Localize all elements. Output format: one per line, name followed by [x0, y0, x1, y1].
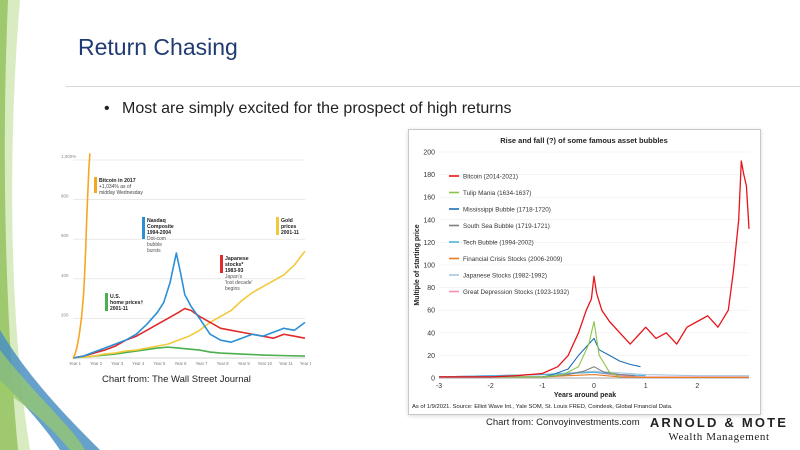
chart1-ytick-label: 400: [61, 273, 69, 278]
chart2-ytick-label: 160: [423, 195, 435, 202]
title-divider: [66, 86, 800, 87]
chart2-ytick-label: 80: [427, 285, 435, 292]
chart1-xtick-label: Year 2: [90, 361, 103, 366]
chart2-ytick-label: 180: [423, 172, 435, 179]
chart2-ytick-label: 140: [423, 217, 435, 224]
chart2-xtick-label: 0: [592, 383, 596, 390]
chart2-ytick-label: 120: [423, 240, 435, 247]
annotation-text-bitcoin-in-2017: midday Wednesday: [99, 190, 143, 196]
chart1-xtick-label: Year 9: [238, 361, 251, 366]
chart1-ytick-label: 800: [61, 194, 69, 199]
chart2-x-axis-label: Years around peak: [554, 392, 616, 399]
annotation-title-gold-prices: Gold: [281, 218, 293, 224]
chart1-xtick-label: Year 5: [153, 361, 166, 366]
annotation-title-u-s-home-prices-2: home prices†: [110, 300, 144, 306]
series-line-nasdaq-composite: [72, 252, 306, 359]
annotation-title-u-s-home-prices: U.S.: [110, 294, 121, 300]
logo-subtitle: Wealth Management: [668, 431, 770, 443]
legend-label-japanese-stocks-1982-1992: Japanese Stocks (1982-1992): [463, 273, 547, 280]
chart1-ytick-label: 200: [61, 312, 69, 317]
legend-label-financial-crisis-stocks-2006-2009: Financial Crisis Stocks (2006-2009): [463, 256, 562, 263]
annotation-marker-bitcoin-in-2017: [94, 177, 97, 193]
chart1-ytick-label: 600: [61, 233, 69, 238]
legend-label-tulip-mania-1634-1637: Tulip Mania (1634-1637): [463, 190, 531, 197]
series-line-mississippi-bubble-1718-1720: [439, 337, 641, 378]
chart1-xtick-label: Year 6: [174, 361, 187, 366]
chart2-xtick-label: -3: [436, 383, 442, 390]
annotation-text-japanese-stocks: 'lost decade': [225, 280, 253, 286]
legend-label-bitcoin-2014-2021: Bitcoin (2014-2021): [463, 174, 518, 181]
chart2-ytick-label: 40: [427, 330, 435, 337]
chart2-ytick-label: 200: [423, 150, 435, 157]
annotation-text-u-s-home-prices: 2001-11: [110, 306, 128, 312]
chart2-xtick-label: -1: [539, 383, 545, 390]
annotation-title-nasdaq-composite: Nasdaq: [147, 218, 166, 224]
annotation-title-gold-prices-2: prices: [281, 224, 296, 230]
series-line-tulip-mania-1634-1637: [439, 320, 621, 378]
annotation-marker-gold-prices: [276, 217, 279, 235]
series-line-japanese-stocks: [72, 307, 306, 359]
chart1-xtick-label: Year 12: [300, 361, 311, 366]
legend-label-south-sea-bubble-1719-1721: South Sea Bubble (1719-1721): [463, 223, 550, 230]
bullet-point: • Most are simply excited for the prospec…: [104, 100, 512, 118]
chart2-ytick-label: 20: [427, 353, 435, 360]
logo-name: ARNOLD & MOTE: [649, 415, 789, 430]
chart1-xtick-label: Year 11: [279, 361, 294, 366]
chart1-xtick-label: Year 10: [258, 361, 273, 366]
caption-left: Chart from: The Wall Street Journal: [102, 374, 251, 385]
annotation-title-japanese-stocks-2: stocks*: [225, 262, 244, 268]
series-line-u-s-home-prices: [72, 346, 306, 359]
chart1-xtick-label: Year 8: [217, 361, 230, 366]
annotation-text-nasdaq-composite: 1994-2004: [147, 230, 171, 236]
annotation-text-gold-prices: 2001-11: [281, 230, 299, 236]
annotation-text-japanese-stocks: begins: [225, 286, 240, 292]
series-line-bitcoin-in-2017: [72, 153, 91, 359]
chart1-ytick-label: 1,000%: [61, 154, 76, 159]
chart1-xtick-label: Year 7: [196, 361, 209, 366]
annotation-title-bitcoin-in-2017: Bitcoin in 2017: [99, 178, 136, 184]
bullet-text: Most are simply excited for the prospect…: [122, 100, 512, 117]
annotation-marker-u-s-home-prices: [105, 293, 108, 311]
asset-bubbles-chart: Rise and fall (?) of some famous asset b…: [412, 136, 750, 410]
chart2-xtick-label: -2: [488, 383, 494, 390]
chart2-ytick-label: 100: [423, 263, 435, 270]
legend-label-mississippi-bubble-1718-1720: Mississippi Bubble (1718-1720): [463, 207, 551, 214]
slide-title: Return Chasing: [78, 34, 238, 60]
wsj-returns-chart: 1,000% 800 600 400 200 Year 1 Year 2 Year 3 Year…: [59, 152, 311, 370]
series-line-bitcoin-2014-2021: [439, 160, 750, 378]
chart2-footnote: As of 1/9/2021. Source: Elliot Wave Int.…: [412, 404, 673, 410]
chart2-title: Rise and fall (?) of some famous asset b…: [500, 136, 668, 145]
annotation-text-nasdaq-composite: bubble: [147, 242, 162, 248]
annotation-marker-japanese-stocks: [220, 255, 223, 273]
caption-right: Chart from: Convoyinvestments.com: [486, 417, 640, 428]
annotation-text-japanese-stocks: 1983-93: [225, 268, 244, 274]
bullet-dot: •: [104, 100, 110, 117]
annotation-text-nasdaq-composite: bursts: [147, 248, 161, 254]
chart2-xtick-label: 1: [644, 383, 648, 390]
legend-label-great-depression-stocks-1923-1932: Great Depression Stocks (1923-1932): [463, 289, 569, 296]
annotation-text-nasdaq-composite: Dot-com: [147, 236, 166, 242]
chart2-ytick-label: 0: [431, 376, 435, 383]
chart2-ytick-label: 60: [427, 308, 435, 315]
chart1-xtick-label: Year 1: [69, 361, 82, 366]
annotation-title-japanese-stocks: Japanese: [225, 256, 249, 262]
annotation-text-japanese-stocks: Japan's: [225, 274, 243, 280]
company-logo: ARNOLD & MOTE Wealth Management: [640, 415, 798, 443]
annotation-title-nasdaq-composite-2: Composite: [147, 224, 174, 230]
series-line-gold-prices: [72, 250, 306, 359]
chart2-y-axis-label: Multiple of starting price: [414, 224, 421, 305]
chart1-xtick-label: Year 4: [132, 361, 145, 366]
legend-label-tech-bubble-1994-2002: Tech Bubble (1994-2002): [463, 240, 534, 247]
chart2-xtick-label: 2: [695, 383, 699, 390]
annotation-text-bitcoin-in-2017: +1,034% as of: [99, 184, 132, 190]
asset-bubbles-chart-frame: Rise and fall (?) of some famous asset b…: [408, 129, 761, 415]
annotation-marker-nasdaq-composite: [142, 217, 145, 239]
chart1-xtick-label: Year 3: [111, 361, 124, 366]
